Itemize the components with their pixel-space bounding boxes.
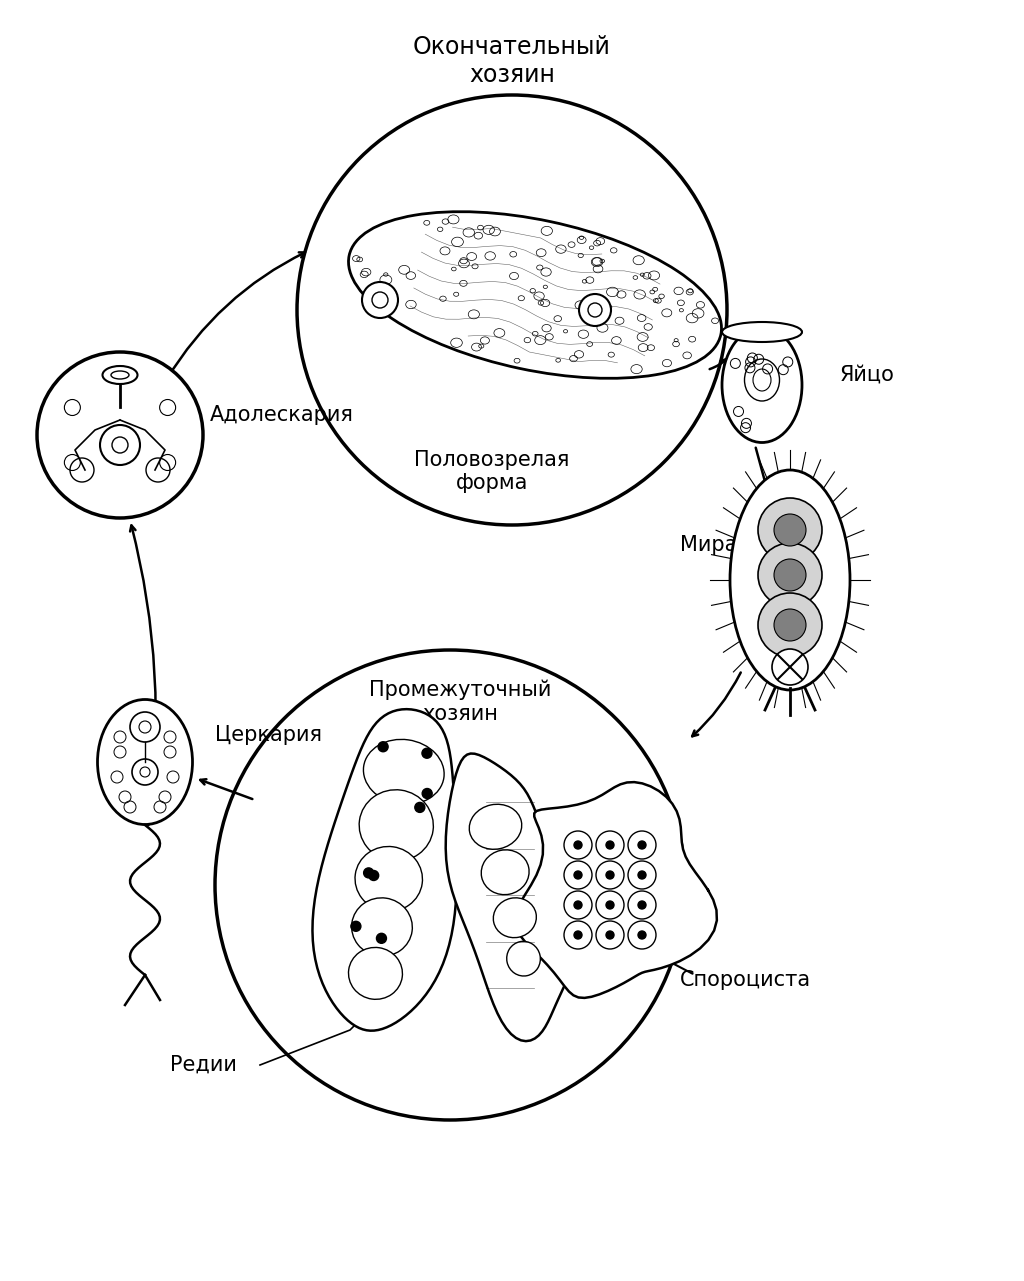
Text: Мирацидий: Мирацидий (680, 534, 807, 555)
Circle shape (364, 869, 374, 877)
Circle shape (638, 931, 646, 939)
Ellipse shape (730, 470, 850, 690)
Circle shape (774, 608, 806, 640)
Circle shape (377, 934, 386, 943)
Ellipse shape (348, 211, 722, 378)
Ellipse shape (494, 898, 537, 938)
Text: Половозрелая
форма: Половозрелая форма (415, 450, 569, 493)
Circle shape (774, 514, 806, 546)
Polygon shape (312, 710, 457, 1031)
Polygon shape (514, 783, 717, 998)
Circle shape (574, 931, 582, 939)
Ellipse shape (355, 847, 423, 911)
Ellipse shape (351, 898, 413, 956)
Circle shape (362, 282, 398, 318)
Circle shape (638, 901, 646, 910)
Circle shape (638, 871, 646, 879)
Ellipse shape (364, 739, 444, 804)
Ellipse shape (481, 849, 529, 894)
Text: Редии: Редии (170, 1056, 237, 1075)
Circle shape (596, 921, 624, 949)
Ellipse shape (507, 942, 541, 976)
Circle shape (422, 789, 432, 798)
Circle shape (351, 921, 360, 931)
Circle shape (596, 892, 624, 918)
Circle shape (564, 861, 592, 889)
Ellipse shape (102, 366, 137, 384)
Circle shape (758, 543, 822, 607)
Circle shape (574, 842, 582, 849)
Text: Церкария: Церкария (215, 725, 322, 746)
Circle shape (628, 861, 656, 889)
Text: Адолескария: Адолескария (210, 405, 354, 425)
Circle shape (415, 802, 425, 812)
Circle shape (638, 842, 646, 849)
Circle shape (564, 831, 592, 860)
Circle shape (579, 295, 611, 325)
Circle shape (574, 871, 582, 879)
Ellipse shape (469, 804, 522, 849)
Text: Окончательный
хозяин: Окончательный хозяин (413, 35, 611, 87)
Circle shape (628, 831, 656, 860)
Ellipse shape (722, 322, 802, 342)
Text: Промежуточный
хозяин: Промежуточный хозяин (369, 680, 551, 724)
Ellipse shape (97, 699, 193, 825)
Circle shape (606, 901, 614, 910)
Circle shape (596, 861, 624, 889)
Circle shape (628, 892, 656, 918)
Text: Спороциста: Спороциста (680, 970, 811, 990)
Circle shape (772, 649, 808, 685)
Circle shape (37, 352, 203, 518)
Circle shape (606, 871, 614, 879)
Circle shape (369, 871, 379, 880)
Circle shape (564, 892, 592, 918)
Ellipse shape (722, 328, 802, 442)
Circle shape (606, 931, 614, 939)
Circle shape (574, 901, 582, 910)
Circle shape (758, 498, 822, 562)
Circle shape (606, 842, 614, 849)
Ellipse shape (348, 948, 402, 999)
Circle shape (628, 921, 656, 949)
Ellipse shape (359, 790, 433, 861)
Circle shape (758, 593, 822, 657)
Circle shape (774, 559, 806, 591)
Polygon shape (445, 753, 574, 1041)
Circle shape (422, 748, 432, 758)
Circle shape (596, 831, 624, 860)
Circle shape (378, 742, 388, 752)
Circle shape (564, 921, 592, 949)
Text: Яйцо: Яйцо (840, 365, 895, 386)
